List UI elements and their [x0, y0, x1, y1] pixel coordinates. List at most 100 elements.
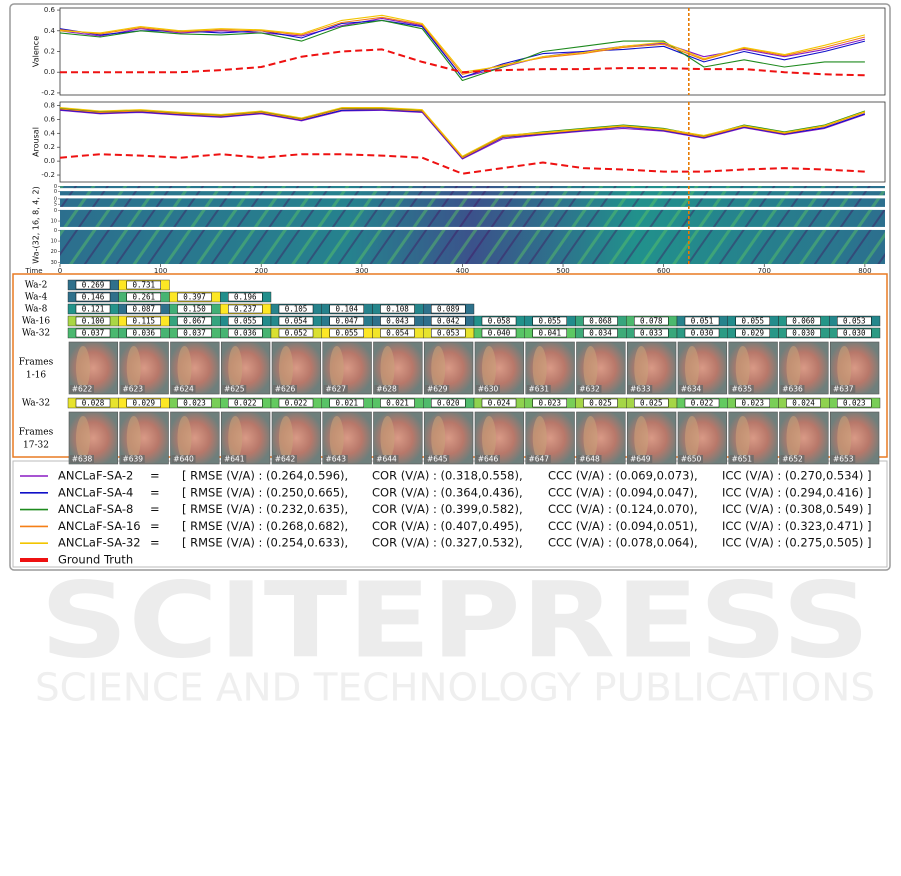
- heatmap-texture: [60, 209, 885, 227]
- weight-label-bg: [228, 398, 263, 408]
- frame-hair: [482, 416, 496, 460]
- frame-id-bg: [526, 385, 551, 393]
- weight-label: 0.022: [234, 398, 257, 407]
- weight-label: 0.021: [335, 398, 358, 407]
- frame-hair: [685, 346, 699, 390]
- frame-id: #636: [782, 385, 803, 394]
- weight-label: 0.022: [691, 398, 714, 407]
- series-line: [60, 48, 865, 77]
- weight-label: 0.150: [183, 304, 206, 313]
- weight-label: 0.067: [183, 316, 206, 325]
- legend-label: Ground Truth: [58, 553, 133, 567]
- frame-hair: [482, 346, 496, 390]
- weight-label-bg: [75, 304, 111, 314]
- frame-id: #639: [122, 455, 143, 464]
- frame-id-bg: [374, 455, 399, 463]
- legend-label: ANCLaF-SA-4: [58, 485, 133, 499]
- frame-id-bg: [780, 455, 805, 463]
- weight-label-bg: [532, 316, 567, 326]
- legend-equals: =: [150, 485, 160, 499]
- heatmap-texture: [60, 191, 885, 196]
- frame-hair: [177, 416, 192, 460]
- row-label: Wa-2: [25, 281, 48, 291]
- frame-hair: [76, 346, 90, 390]
- y-tick-label: 20: [51, 249, 57, 255]
- weight-label: 0.037: [183, 328, 206, 337]
- frame-hair: [431, 416, 446, 460]
- y-tick-label: 0: [54, 184, 57, 190]
- y-tick-label: 0.6: [44, 115, 56, 123]
- x-tick-label: 0: [58, 267, 62, 275]
- weight-label: 0.146: [82, 292, 105, 301]
- weight-label: 0.058: [488, 316, 511, 325]
- weight-label: 0.023: [843, 398, 866, 407]
- weight-label: 0.020: [437, 398, 460, 407]
- frame-id: #642: [275, 455, 296, 464]
- frame-id-bg: [831, 385, 856, 393]
- legend-equals: =: [150, 469, 160, 483]
- weight-label: 0.034: [589, 328, 612, 337]
- weight-label-bg: [481, 398, 517, 408]
- y-tick-label: 0.2: [44, 143, 55, 151]
- frame-id: #638: [72, 455, 93, 464]
- weight-label: 0.055: [538, 316, 561, 325]
- frame-hair: [431, 346, 446, 390]
- frame-id-bg: [222, 455, 247, 463]
- frame-id: #640: [173, 455, 194, 464]
- weight-label-bg: [684, 328, 720, 338]
- legend-metric: ICC (V/A) : (0.275,0.505) ]: [722, 536, 872, 550]
- weight-label-bg: [786, 328, 821, 338]
- legend-equals: =: [150, 502, 160, 516]
- legend-metric: [ RMSE (V/A) : (0.250,0.665),: [182, 485, 348, 499]
- frame-id-bg: [729, 455, 754, 463]
- weight-label-bg: [329, 398, 364, 408]
- frame-id-bg: [476, 385, 500, 393]
- legend-label: ANCLaF-SA-2: [58, 469, 133, 483]
- y-tick-label: 0: [54, 228, 57, 234]
- weight-label: 0.269: [82, 280, 105, 289]
- legend-metric: CCC (V/A) : (0.094,0.051),: [548, 519, 698, 533]
- frame-id: #652: [782, 455, 803, 464]
- frame-id-bg: [831, 455, 856, 463]
- y-tick-label: 30: [51, 260, 57, 266]
- weight-label-bg: [735, 328, 770, 338]
- legend-metric: COR (V/A) : (0.399,0.582),: [372, 502, 523, 516]
- row-label: Wa-32: [22, 399, 50, 409]
- weight-label-bg: [177, 398, 212, 408]
- legend-metric: ICC (V/A) : (0.270,0.534) ]: [722, 469, 872, 483]
- frame-id-bg: [780, 385, 805, 393]
- weight-label-bg: [583, 328, 618, 338]
- weight-label: 0.042: [437, 316, 460, 325]
- frame-hair: [837, 346, 852, 390]
- frame-hair: [685, 416, 699, 460]
- legend-label: ANCLaF-SA-8: [58, 502, 133, 516]
- weight-label: 0.030: [691, 328, 714, 337]
- frame-hair: [177, 346, 192, 390]
- legend-equals: =: [150, 536, 160, 550]
- frame-hair: [279, 346, 293, 390]
- frame-id: #637: [833, 385, 854, 394]
- frame-id-bg: [526, 455, 551, 463]
- y-tick-label: 0.4: [44, 129, 56, 137]
- frame-id-bg: [273, 385, 297, 393]
- weight-label: 0.024: [488, 398, 511, 407]
- frame-id-bg: [425, 455, 450, 463]
- weight-label: 0.047: [335, 316, 358, 325]
- frame-id: #643: [325, 455, 346, 464]
- row-label: 1-16: [26, 371, 46, 381]
- weight-label: 0.037: [82, 328, 105, 337]
- frame-id: #631: [528, 385, 549, 394]
- y-tick-label: -0.2: [41, 89, 55, 97]
- frame-id-bg: [120, 385, 145, 393]
- series-line: [59, 108, 866, 159]
- weight-label: 0.237: [234, 304, 257, 313]
- legend-metric: COR (V/A) : (0.318,0.558),: [372, 469, 523, 483]
- legend-metric: CCC (V/A) : (0.124,0.070),: [548, 502, 698, 516]
- weight-label-bg: [126, 328, 161, 338]
- frame-id: #653: [833, 455, 854, 464]
- frame-hair: [329, 346, 344, 390]
- y-tick-label: 0: [54, 196, 57, 202]
- frame-id: #647: [528, 455, 549, 464]
